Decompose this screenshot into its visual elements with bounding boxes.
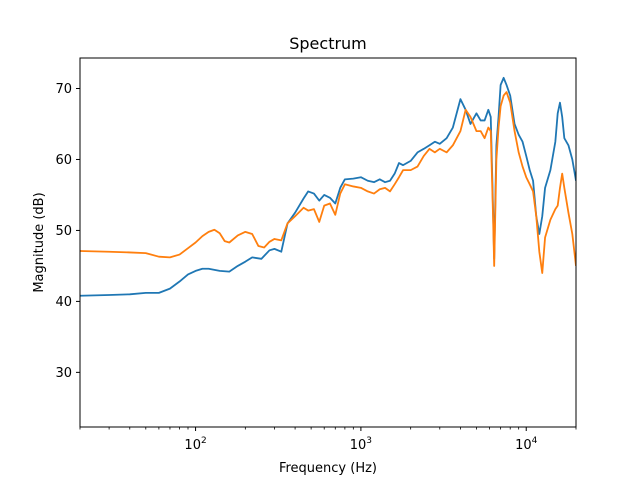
- plot-area: [79, 57, 577, 428]
- y-tick-label: 70: [55, 82, 72, 97]
- y-tick-label: 40: [55, 295, 72, 310]
- x-tick-label: 104: [515, 436, 538, 453]
- series-layer: [80, 76, 576, 297]
- series-line-2: [80, 91, 576, 274]
- y-tick-label: 50: [55, 224, 72, 239]
- x-axis-label: Frequency (Hz): [279, 461, 377, 476]
- y-axis: 30 40 50 60 70: [55, 82, 80, 381]
- y-tick-label: 60: [55, 153, 72, 168]
- x-tick-label: 102: [184, 436, 206, 453]
- series-line-1: [80, 76, 576, 297]
- x-axis: 102 103 104: [79, 427, 577, 453]
- y-axis-label: Magnitude (dB): [32, 192, 47, 292]
- chart-title: Spectrum: [289, 34, 367, 53]
- axes-frame: [79, 57, 577, 428]
- x-tick-label: 103: [350, 436, 372, 453]
- y-tick-label: 30: [55, 366, 72, 381]
